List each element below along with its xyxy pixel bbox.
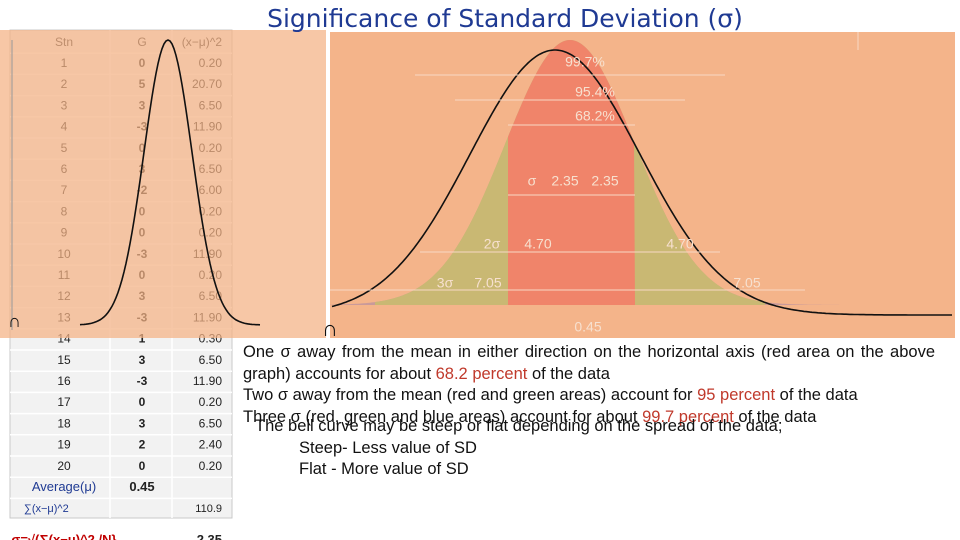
text-run: One σ away from the mean in either direc… <box>243 343 935 383</box>
graph-label: 95.4% <box>575 84 615 100</box>
summary-label: Average(μ) <box>32 479 96 494</box>
axis-glyph: ∩ <box>322 316 338 341</box>
text-run: of the data <box>733 407 817 426</box>
table-cell: 15 <box>57 353 71 367</box>
overlay <box>0 30 326 338</box>
graph-label: 2σ <box>484 236 501 252</box>
table-cell: 19 <box>57 438 71 452</box>
table-cell: 3 <box>139 353 146 367</box>
table-cell: 1 <box>139 332 146 346</box>
summary-label: ∑(x−μ)^2 <box>24 503 69 515</box>
text-run: Steep- Less value of SD <box>299 438 477 457</box>
table-cell: 17 <box>57 395 71 409</box>
graph-label: σ <box>528 173 537 189</box>
graph-label: 68.2% <box>575 108 615 124</box>
paragraph: Steep- Less value of SD <box>299 438 935 460</box>
summary-label: σ=√(∑(x−μ)^2 /N} <box>11 532 116 540</box>
text-run: 95 percent <box>697 386 776 404</box>
text-run: of the data <box>775 386 858 404</box>
paragraph: Three σ (red, green and blue areas) acco… <box>243 407 935 429</box>
table-cell: 18 <box>57 416 71 430</box>
graph-label: 4.70 <box>524 236 551 252</box>
table-cell: 2 <box>139 438 146 452</box>
table-cell: 16 <box>57 374 71 388</box>
graph-label: 2.35 <box>551 173 578 189</box>
graph-label: 99.7% <box>565 54 605 70</box>
table-cell: 0 <box>139 395 146 409</box>
shaded-area <box>508 40 635 305</box>
table-cell: 3 <box>139 416 146 430</box>
graph-label: 0.45 <box>574 319 601 335</box>
table-cell: 2.40 <box>199 438 223 452</box>
text-run: 99.7 percent <box>642 407 734 426</box>
axis-glyph: ∩ <box>8 311 21 331</box>
text-run: Three σ (red, green and blue areas) acco… <box>243 407 643 426</box>
graph-label: 7.05 <box>733 275 760 291</box>
table-cell: 0.20 <box>199 459 223 473</box>
text-block: One σ away from the mean in either direc… <box>243 342 935 481</box>
paragraph: The bell curve may be steep or flat depe… <box>255 416 935 438</box>
table-cell: 11.90 <box>193 374 222 388</box>
table-cell: 20 <box>57 459 71 473</box>
text-run: Flat - More value of SD <box>299 460 469 478</box>
text-run: of the data <box>527 364 610 383</box>
slide-title: Significance of Standard Deviation (σ) <box>267 4 743 33</box>
paragraph: Flat - More value of SD <box>299 459 935 481</box>
table-cell: 0 <box>139 459 146 473</box>
graph-label: 7.05 <box>474 275 501 291</box>
table-cell: -3 <box>137 374 148 388</box>
paragraph: One σ away from the mean in either direc… <box>243 342 935 385</box>
summary-value: 2.35 <box>197 532 222 540</box>
bell-curve <box>331 49 952 316</box>
paragraph: Two σ away from the mean (red and green … <box>243 385 935 407</box>
graph-label: 4.70 <box>666 236 693 252</box>
graph-label: 3σ <box>437 275 454 291</box>
text-run: The bell curve may be steep or flat depe… <box>255 417 783 435</box>
summary-value: 0.45 <box>129 479 154 494</box>
text-run: Two σ away from the mean (red and green … <box>243 386 698 404</box>
table-cell: 6.50 <box>199 353 223 367</box>
summary-value: 110.9 <box>195 503 222 515</box>
table-cell: 0.20 <box>199 395 223 409</box>
bell-curve-narrow <box>79 39 261 326</box>
graph-label: 2.35 <box>591 173 618 189</box>
table-cell: 6.50 <box>199 416 223 430</box>
text-run: 68.2 percent <box>435 364 528 383</box>
